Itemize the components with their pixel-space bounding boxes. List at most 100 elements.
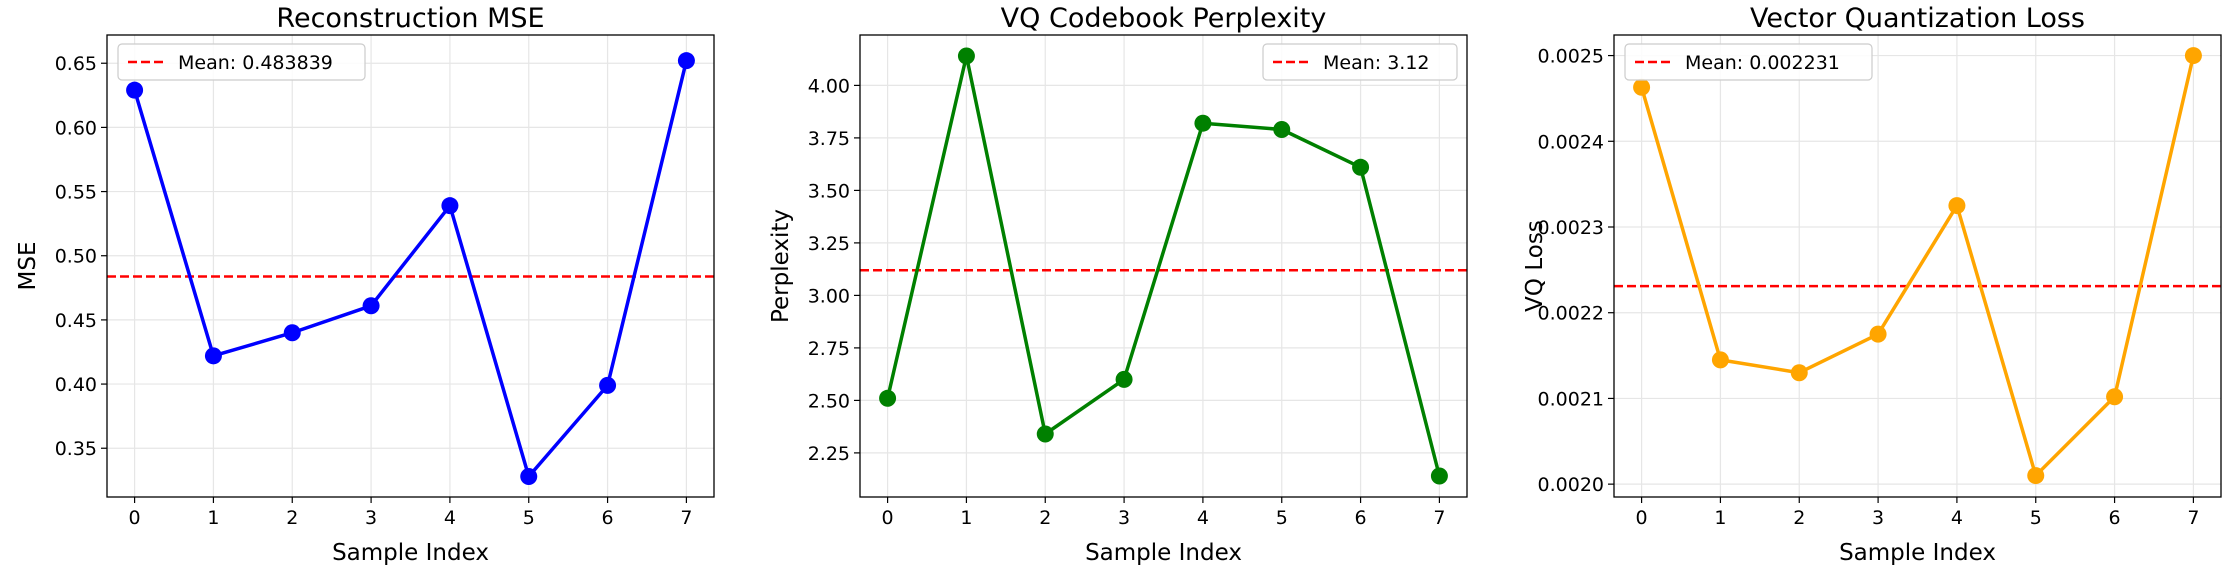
y-tick-label: 0.0024 (1538, 131, 1604, 153)
x-tick-label: 4 (444, 507, 456, 529)
legend-box (117, 43, 366, 81)
y-axis-label: Perplexity (768, 209, 794, 323)
data-point (677, 52, 695, 70)
legend-label: Mean: 3.12 (1323, 52, 1430, 74)
data-point (1869, 325, 1887, 343)
x-tick-label: 5 (2030, 507, 2042, 529)
y-tick-label: 0.50 (55, 246, 97, 268)
data-point (1948, 197, 1966, 215)
x-tick-label: 7 (2187, 507, 2199, 529)
x-tick-label: 1 (207, 507, 219, 529)
data-point (2184, 47, 2202, 65)
y-tick-label: 3.75 (808, 128, 850, 150)
chart-title: Vector Quantization Loss (1750, 3, 2085, 34)
series-line (132, 60, 689, 479)
grid (1614, 35, 2221, 497)
data-point (957, 47, 975, 65)
legend-label: Mean: 0.002231 (1685, 52, 1840, 74)
y-tick-label: 0.0020 (1538, 474, 1604, 496)
x-tick-label: 0 (129, 507, 141, 529)
x-tick-label: 7 (680, 507, 692, 529)
x-tick-label: 7 (1433, 507, 1445, 529)
x-tick-label: 6 (2109, 507, 2121, 529)
x-tick-label: 1 (1714, 507, 1726, 529)
y-tick-label: 0.0022 (1538, 303, 1604, 325)
x-tick-label: 2 (1793, 507, 1805, 529)
x-tick-label: 2 (286, 507, 298, 529)
chart-title: Reconstruction MSE (276, 3, 544, 34)
x-tick-label: 5 (523, 507, 535, 529)
series-line (1639, 55, 2196, 478)
x-axis-label: Sample Index (1839, 540, 1996, 566)
y-tick-label: 3.25 (808, 233, 850, 255)
y-tick-label: 0.40 (55, 374, 97, 396)
data-point (1115, 370, 1133, 388)
data-point (1194, 114, 1212, 132)
data-point (204, 347, 222, 365)
series-line (885, 54, 1442, 477)
y-tick-label: 0.45 (55, 310, 97, 332)
legend-box (1262, 43, 1458, 81)
data-point (362, 297, 380, 315)
x-tick-label: 0 (1636, 507, 1648, 529)
y-tick-label: 0.0021 (1538, 388, 1604, 410)
y-tick-label: 2.75 (808, 338, 850, 360)
data-point (1790, 364, 1808, 382)
data-point (2106, 388, 2124, 406)
y-tick-label: 3.50 (808, 180, 850, 202)
legend: Mean: 0.483839 (117, 43, 366, 81)
data-point (1633, 78, 1651, 96)
data-point (1430, 467, 1448, 485)
x-tick-label: 1 (960, 507, 972, 529)
legend: Mean: 0.002231 (1624, 43, 1873, 81)
legend-label: Mean: 0.483839 (178, 52, 333, 74)
x-tick-label: 2 (1039, 507, 1051, 529)
chart-panel-3: 0 1 2 3 4 5 6 7 0.0020 0.0021 0.0022 0.0023 0.0024 0.… (1522, 3, 2222, 566)
grid (860, 35, 1467, 497)
axes-frame (106, 34, 715, 498)
data-point (441, 197, 459, 215)
data-point (283, 324, 301, 342)
y-tick-label: 0.35 (55, 438, 97, 460)
y-tick-label: 3.00 (808, 285, 850, 307)
axes-frame (1613, 34, 2222, 498)
y-tick-label: 0.65 (55, 53, 97, 75)
x-tick-label: 3 (1872, 507, 1884, 529)
y-tick-label: 0.0023 (1538, 217, 1604, 239)
axes-frame (859, 34, 1468, 498)
x-tick-label: 3 (365, 507, 377, 529)
legend: Mean: 3.12 (1262, 43, 1458, 81)
data-point (520, 467, 538, 485)
x-axis-label: Sample Index (332, 540, 489, 566)
data-point (1273, 121, 1291, 138)
data-point (1352, 158, 1370, 176)
y-tick-label: 2.25 (808, 443, 850, 465)
data-point (879, 389, 897, 407)
data-point (126, 81, 144, 99)
data-point (599, 376, 617, 394)
data-point (2027, 467, 2045, 485)
chart-panel-1: 0 1 2 3 4 5 6 7 0.35 0.40 0.45 0.50 0.55 0.60 0.65 Reco… (15, 3, 715, 566)
x-tick-label: 4 (1951, 507, 1963, 529)
y-tick-label: 0.0025 (1538, 46, 1604, 68)
x-axis-label: Sample Index (1085, 540, 1242, 566)
data-point (1036, 425, 1054, 443)
grid (107, 35, 714, 497)
x-tick-label: 5 (1276, 507, 1288, 529)
x-tick-label: 6 (1355, 507, 1367, 529)
legend-box (1624, 43, 1873, 81)
y-axis-label: VQ Loss (1522, 220, 1548, 312)
y-tick-label: 0.60 (55, 117, 97, 139)
y-tick-label: 4.00 (808, 75, 850, 97)
x-tick-label: 4 (1197, 507, 1209, 529)
chart-title: VQ Codebook Perplexity (1001, 3, 1327, 34)
y-axis-label: MSE (15, 242, 41, 291)
y-tick-label: 2.50 (808, 390, 850, 412)
x-tick-label: 0 (882, 507, 894, 529)
y-tick-label: 0.55 (55, 182, 97, 204)
x-tick-label: 6 (602, 507, 614, 529)
data-point (1711, 351, 1729, 369)
chart-panel-2: 0 1 2 3 4 5 6 7 2.25 2.50 2.75 3.00 3.25 3.50 3.75 4.00… (768, 3, 1468, 566)
x-tick-label: 3 (1118, 507, 1130, 529)
